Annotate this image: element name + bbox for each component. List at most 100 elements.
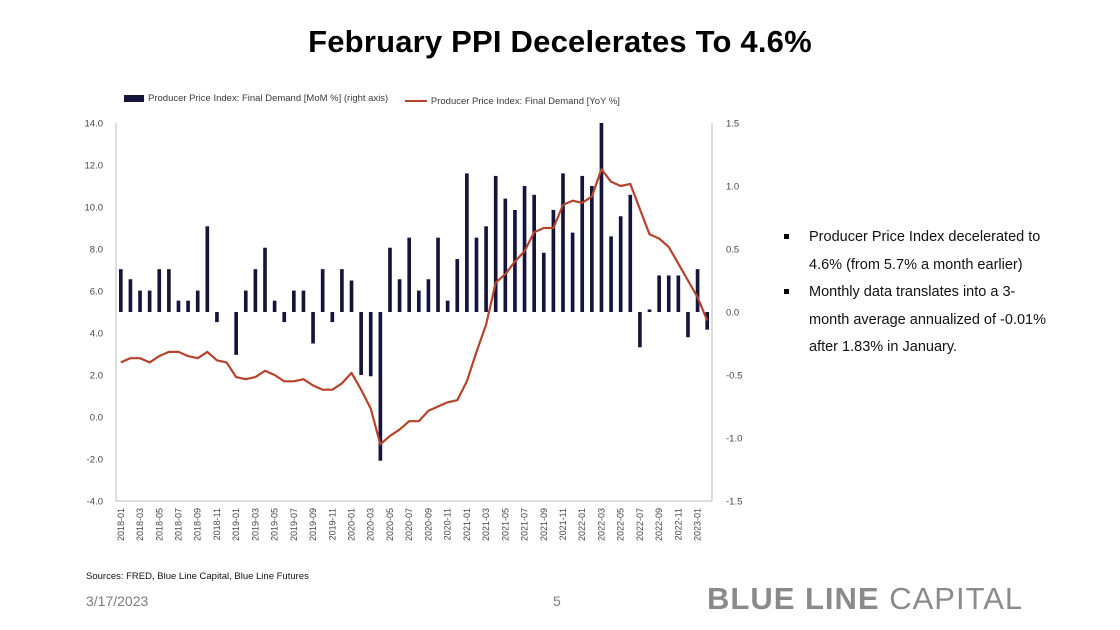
sources-note: Sources: FRED, Blue Line Capital, Blue L… [86,571,309,582]
mom-bar [484,226,488,312]
x-tick-label: 2019-03 [250,508,260,541]
mom-bar [474,237,479,312]
x-tick-label: 2021-01 [462,508,472,541]
legend-line-swatch [404,100,427,102]
x-tick-label: 2022-09 [654,508,664,541]
mom-bar [195,290,200,312]
x-tick-label: 2019-09 [308,508,318,541]
chart-legend: Producer Price Index: Final Demand [MoM … [124,93,634,107]
mom-bar [436,237,440,312]
y-right-tick-label: 0.0 [726,308,739,319]
x-tick-label: 2020-07 [404,508,414,541]
mom-bar [580,175,585,312]
x-tick-label: 2022-05 [616,508,626,541]
bullet-item-monthly: Monthly data translates into a 3-month a… [784,279,1054,362]
mom-bar [215,312,219,323]
x-tick-label: 2019-11 [327,508,337,540]
legend-item-mom: Producer Price Index: Final Demand [MoM … [124,93,388,104]
mom-bar [609,236,613,312]
mom-bar [292,290,296,312]
x-tick-label: 2018-05 [154,508,164,541]
mom-bar [618,216,623,312]
mom-bar [397,279,402,312]
mom-bar [666,275,671,312]
mom-bar [551,209,556,312]
y-right-tick-label: -1.5 [726,497,742,508]
logo-text-light: CAPITAL [879,581,1024,616]
mom-bar [320,269,325,312]
mom-bar [176,300,181,312]
y-right-tick-label: 1.0 [726,182,739,193]
x-tick-label: 2019-01 [231,508,241,541]
mom-bar [503,198,508,312]
mom-bar [340,269,344,312]
mom-bar [368,312,373,377]
page-title: February PPI Decelerates To 4.6% [308,24,812,59]
legend-item-yoy: Producer Price Index: Final Demand [YoY … [404,95,620,107]
x-tick-label: 2018-07 [173,508,183,541]
mom-bar [647,309,652,312]
mom-bar [311,312,315,344]
mom-bar [378,312,383,461]
mom-bar [541,252,546,312]
bullet-item-ppi: Producer Price Index decelerated to 4.6%… [784,224,1054,279]
mom-bar [282,312,287,323]
y-left-tick-label: 6.0 [90,287,103,298]
y-right-tick-label: -1.0 [726,434,742,445]
mom-bar [590,186,594,312]
mom-bar [138,290,142,312]
mom-bar [638,312,642,348]
x-tick-label: 2018-01 [116,508,126,541]
mom-bar [128,279,133,312]
x-tick-label: 2021-05 [500,508,510,541]
x-tick-label: 2021-11 [558,508,568,540]
mom-bar [330,312,335,323]
x-tick-label: 2021-07 [520,508,530,541]
y-right-tick-label: 1.5 [726,119,739,130]
x-tick-label: 2018-11 [212,508,222,540]
y-left-tick-label: -2.0 [87,455,103,466]
x-tick-label: 2022-03 [596,508,606,541]
legend-bar-swatch [124,95,144,102]
y-right-tick-label: -0.5 [726,371,742,382]
mom-bar [388,247,392,312]
mom-bar [301,290,306,312]
mom-bar [349,280,354,312]
mom-bar [234,312,238,355]
mom-bar [676,275,681,312]
mom-bar [167,269,171,312]
mom-bar [359,312,363,375]
mom-bar [263,247,267,312]
mom-bar [493,175,498,312]
mom-bar [570,232,575,312]
y-left-tick-label: 12.0 [85,161,104,172]
logo-text-bold: BLUE LINE [707,581,880,616]
x-tick-label: 2019-07 [289,508,299,541]
x-tick-label: 2020-03 [366,508,376,541]
y-left-tick-label: 10.0 [85,203,104,214]
mom-bar [695,269,700,312]
page-number: 5 [553,593,561,609]
mom-bar [426,279,431,312]
company-logo: BLUE LINE CAPITAL [707,581,1023,617]
x-tick-label: 2018-03 [135,508,145,541]
x-tick-label: 2022-01 [577,508,587,541]
mom-bar [243,290,248,312]
y-left-tick-label: 2.0 [90,371,103,382]
mom-bar [657,275,661,312]
legend-label-yoy: Producer Price Index: Final Demand [YoY … [430,95,620,107]
mom-bar [186,300,190,312]
y-right-tick-label: 0.5 [726,245,739,256]
mom-bar [407,237,412,312]
y-left-tick-label: -4.0 [87,497,103,508]
mom-bar [628,194,633,312]
x-tick-label: 2022-11 [673,508,683,540]
x-tick-label: 2020-09 [423,508,433,541]
x-tick-label: 2020-05 [385,508,395,541]
legend-label-mom: Producer Price Index: Final Demand [MoM … [148,93,389,104]
mom-bar [157,269,162,312]
mom-bar [599,123,604,312]
mom-bar [147,290,152,312]
yoy-line [120,168,709,446]
x-tick-label: 2020-11 [443,508,453,540]
